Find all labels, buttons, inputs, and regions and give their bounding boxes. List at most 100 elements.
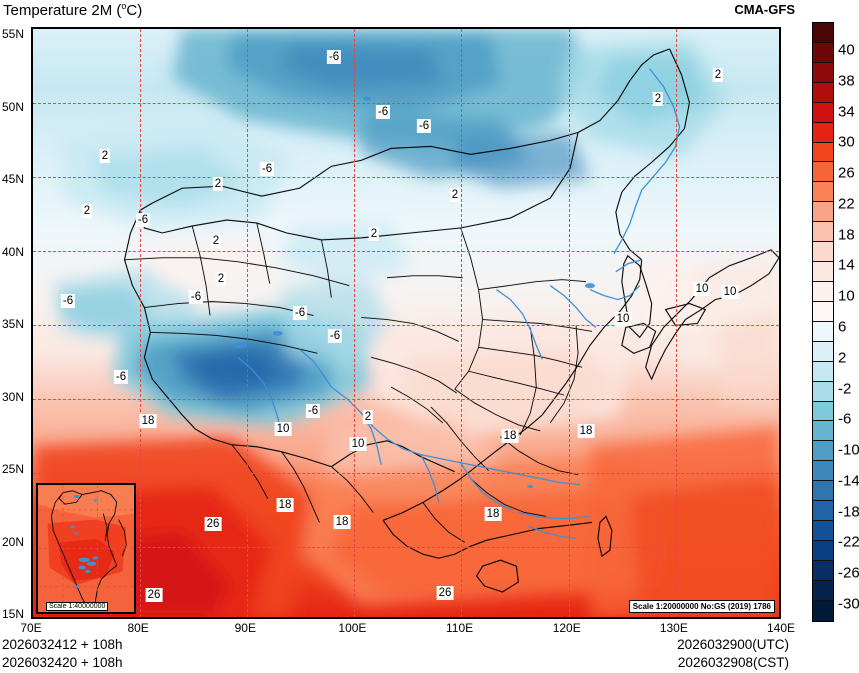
lat-label-15N: 15N xyxy=(2,607,25,621)
colorbar-segment xyxy=(813,82,833,103)
page-title-unit: C) xyxy=(126,2,143,19)
page-title: Temperature 2M (oC) xyxy=(3,1,142,19)
gridline-lon-130 xyxy=(676,29,677,617)
colorbar-tick-30: 30 xyxy=(838,133,855,151)
contour-label: -6 xyxy=(259,162,275,176)
gridline-lat-40 xyxy=(33,251,779,252)
colorbar-segment xyxy=(813,321,833,342)
contour-label: 18 xyxy=(276,498,294,512)
inset-scale-label: Scale 1:40000000 xyxy=(46,602,109,611)
colorbar-tick--30: -30 xyxy=(838,595,859,613)
gridline-lat-20 xyxy=(33,547,779,548)
contour-label: 26 xyxy=(145,588,163,602)
gridline-lat-35 xyxy=(33,325,779,326)
contour-label: -6 xyxy=(375,105,391,119)
colorbar-segment xyxy=(813,381,833,402)
colorbar-segment xyxy=(813,102,833,123)
temperature-bands xyxy=(33,29,779,617)
map-scale-stamp: Scale 1:20000000 No:GS (2019) 1786 xyxy=(628,600,775,613)
contour-label: 26 xyxy=(204,517,222,531)
gridline-lon-120 xyxy=(569,29,570,617)
colorbar-segment xyxy=(813,521,833,541)
colorbar-segment xyxy=(813,401,833,422)
contour-label: 2 xyxy=(212,177,224,191)
contour-label: 10 xyxy=(274,422,292,436)
inset-map[interactable]: Scale 1:40000000 xyxy=(36,483,136,614)
valid-time-utc: 2026032900(UTC) xyxy=(677,637,789,652)
lat-label-35N: 35N xyxy=(2,317,25,331)
lat-label-40N: 40N xyxy=(2,244,25,259)
lon-label-80E: 80E xyxy=(127,621,149,635)
gridline-lat-50 xyxy=(33,103,779,104)
contour-label: 2 xyxy=(368,227,380,241)
lat-label-20N: 20N xyxy=(2,534,25,549)
gridline-lat-45 xyxy=(33,177,779,178)
contour-label: 10 xyxy=(349,437,367,451)
contour-label: 18 xyxy=(577,424,595,438)
colorbar-tick-10: 10 xyxy=(838,287,855,305)
contour-label: 26 xyxy=(436,586,454,600)
contour-label: 2 xyxy=(712,68,724,82)
lat-label-30N: 30N xyxy=(2,389,25,404)
colorbar-segment xyxy=(813,242,833,263)
contour-label: 2 xyxy=(215,272,227,286)
contour-label: 2 xyxy=(81,204,93,218)
colorbar-tick--6: -6 xyxy=(838,410,852,428)
temperature-field xyxy=(33,29,779,617)
colorbar-segment xyxy=(813,222,833,243)
colorbar-segment xyxy=(813,182,833,203)
colorbar-segment xyxy=(813,361,833,382)
lat-label-25N: 25N xyxy=(2,462,25,476)
colorbar-tick--22: -22 xyxy=(838,533,859,551)
init-time-line-2: 2026032420 + 108h xyxy=(2,655,123,670)
lat-label-55N: 55N xyxy=(2,27,25,41)
colorbar-segment xyxy=(813,23,833,43)
contour-label: -6 xyxy=(292,306,308,320)
contour-label: -6 xyxy=(113,370,129,384)
lon-label-140E: 140E xyxy=(766,621,796,635)
colorbar-segment xyxy=(813,142,833,163)
contour-label: -6 xyxy=(188,290,204,304)
lon-label-110E: 110E xyxy=(445,621,474,635)
contour-label: 2 xyxy=(362,410,374,424)
colorbar-tick-6: 6 xyxy=(838,318,847,336)
colorbar-segment xyxy=(813,600,833,621)
colorbar-tick--10: -10 xyxy=(838,441,859,459)
degree-symbol: o xyxy=(121,1,127,11)
colorbar-segment xyxy=(813,42,833,63)
contour-label: 2 xyxy=(449,188,461,202)
gridline-lon-110 xyxy=(461,29,462,617)
gridline-lon-80 xyxy=(140,29,141,617)
colorbar-tick--14: -14 xyxy=(838,472,859,490)
colorbar-tick--18: -18 xyxy=(838,503,859,521)
contour-label: 18 xyxy=(501,429,519,443)
lon-label-70E: 70E xyxy=(20,621,42,635)
contour-label: 10 xyxy=(614,312,632,326)
gridline-lon-90 xyxy=(247,29,248,617)
colorbar-segment xyxy=(813,281,833,302)
colorbar-segment xyxy=(813,560,833,581)
colorbar-tick-38: 38 xyxy=(838,72,855,90)
map-panel[interactable]: -6 2 2 -6 -6 2 -6 2 2 -6 2 2 2 2 10 10 -6 -6 -6 10 -6 -6 -6 2 18… xyxy=(31,27,781,619)
lon-label-120E: 120E xyxy=(552,621,581,635)
colorbar-segment xyxy=(813,301,833,322)
contour-label: 2 xyxy=(652,92,664,106)
lon-label-100E: 100E xyxy=(338,621,367,635)
colorbar-segment xyxy=(813,122,833,143)
colorbar-segment xyxy=(813,341,833,362)
colorbar-tick--2: -2 xyxy=(838,380,852,398)
colorbar[interactable] xyxy=(812,22,834,622)
inset-map-canvas xyxy=(38,485,134,611)
gridline-lat-25 xyxy=(33,473,779,474)
contour-label: -6 xyxy=(60,294,76,308)
colorbar-tick-2: 2 xyxy=(838,349,847,367)
lakes xyxy=(232,96,595,489)
colorbar-segment xyxy=(813,580,833,601)
colorbar-segment xyxy=(813,262,833,282)
gridline-lat-30 xyxy=(33,399,779,400)
contour-label: -6 xyxy=(135,213,151,227)
model-label: CMA-GFS xyxy=(734,2,795,17)
gridline-lon-100 xyxy=(354,29,355,617)
colorbar-segment xyxy=(813,441,833,462)
lat-label-45N: 45N xyxy=(2,172,25,186)
